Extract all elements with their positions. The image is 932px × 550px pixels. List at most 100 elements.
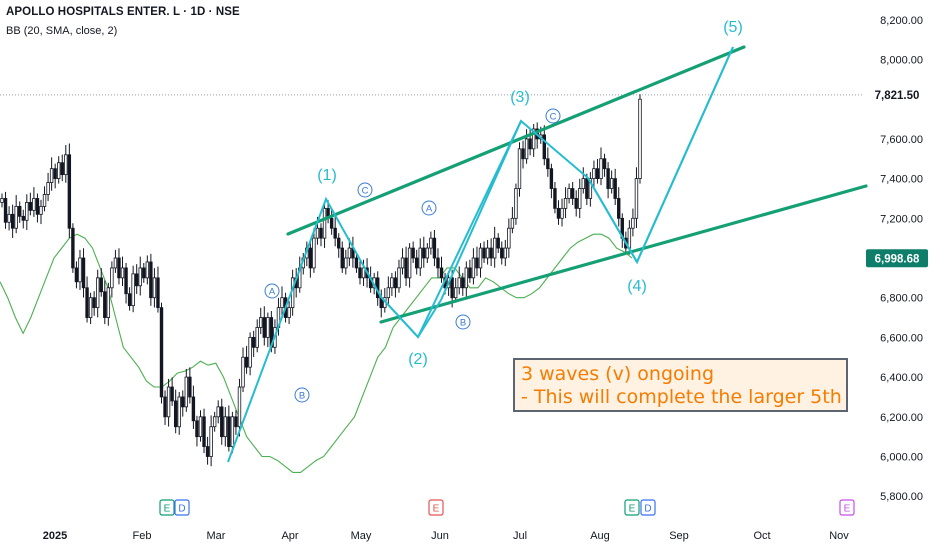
candle-body (205, 446, 210, 457)
candle-body (212, 416, 217, 428)
candle-body (478, 247, 483, 269)
candle-body (46, 182, 50, 195)
candle-body (528, 138, 532, 150)
candle-body (322, 207, 327, 239)
candle-body (152, 277, 157, 299)
event-marker-box (640, 499, 656, 516)
y-tick-label: 6,800.00 (880, 293, 923, 305)
annotation-line-1: 3 waves (v) ongoing (521, 363, 715, 385)
wave-label-major: (1) (317, 167, 337, 184)
candle-body (159, 307, 164, 398)
event-marker-box (428, 499, 444, 516)
candle-body (92, 297, 96, 309)
wave-label-minor-text: A (269, 287, 276, 298)
candle-body (96, 277, 100, 309)
candle-body (471, 257, 476, 279)
event-marker-text: E (844, 504, 851, 515)
y-tick-label: 6,400.00 (880, 372, 923, 384)
candle-body (7, 213, 11, 223)
chart-title: APOLLO HOSPITALS ENTER. L · 1D · NSE (6, 6, 240, 18)
y-tick-label: 7,400.00 (880, 174, 923, 186)
price-axis-label-text: 7,821.50 (875, 90, 920, 102)
price-axis-label-bg (866, 249, 928, 268)
y-tick-label: 7,200.00 (880, 213, 923, 225)
event-marker: E (159, 499, 175, 516)
candle-body (414, 257, 419, 269)
candle-body (251, 336, 256, 348)
candle-body (492, 237, 497, 259)
candle-body (510, 217, 515, 229)
candle-body (340, 247, 344, 269)
event-marker-text: D (644, 504, 651, 515)
candle-body (103, 291, 107, 318)
y-tick-label: 6,000.00 (880, 452, 923, 464)
candle-body (578, 188, 582, 209)
candle-body (60, 162, 64, 176)
event-marker: E (624, 499, 640, 516)
candle-body (113, 257, 118, 269)
candle-body (358, 267, 362, 279)
x-tick-label: Mar (207, 530, 226, 542)
candle-body (361, 267, 366, 279)
candle-body (35, 198, 40, 215)
candle-body (386, 287, 391, 299)
event-marker: D (174, 499, 190, 516)
x-tick-label: Aug (590, 530, 610, 542)
wave-label-major: (3) (510, 89, 530, 106)
candle-body (18, 205, 22, 217)
candle-body (25, 202, 29, 221)
price-axis-label-bg (866, 85, 928, 104)
x-tick-label: May (351, 530, 372, 542)
candle-body (390, 277, 394, 289)
candle-body (606, 168, 610, 189)
wave-label-major: (5) (723, 19, 743, 36)
candle-body (71, 227, 75, 269)
candle-body (280, 297, 284, 309)
candle-body (461, 277, 465, 289)
candle-body (244, 356, 249, 368)
x-tick-label: Jun (431, 530, 449, 542)
candle-body (581, 178, 585, 189)
candle-body (609, 178, 614, 189)
event-marker-text: E (433, 504, 440, 515)
candle-body (560, 207, 564, 219)
candle-body (563, 198, 568, 209)
candle-body (110, 267, 114, 289)
candle-body (503, 247, 508, 259)
candle-body (14, 205, 18, 229)
candle-body (234, 416, 238, 428)
candle-body (453, 287, 458, 299)
candle-body (117, 257, 121, 279)
candle-body (485, 247, 490, 259)
candle-body (585, 178, 589, 199)
y-tick-label: 5,800.00 (880, 491, 923, 503)
y-tick-label: 6,600.00 (880, 332, 923, 344)
wave-label-minor: B (455, 314, 471, 330)
annotation-box[interactable]: 3 waves (v) ongoing - This will complete… (513, 358, 848, 412)
wave-label-minor-circle (264, 283, 280, 299)
candle-body (457, 277, 461, 289)
wave-label-minor: A (421, 200, 437, 216)
candle-body (248, 336, 252, 368)
wave-label-minor-circle (294, 387, 310, 403)
candle-body (524, 138, 529, 160)
candle-body (344, 257, 348, 269)
y-tick-label: 8,200.00 (880, 15, 923, 27)
candle-body (482, 247, 486, 259)
candle-body (422, 247, 426, 259)
event-marker-text: E (164, 504, 171, 515)
annotation-line-2: - This will complete the larger 5th (521, 386, 842, 408)
candle-body (195, 420, 199, 438)
candle-body (10, 213, 15, 229)
candle-body (255, 327, 259, 348)
candle-body (450, 277, 454, 299)
candle-body (464, 267, 469, 289)
candle-body (173, 400, 178, 428)
candle-body (81, 257, 86, 289)
candle-body (319, 227, 323, 239)
candle-body (57, 162, 61, 180)
candle-body (638, 98, 642, 179)
candle-body (191, 396, 196, 422)
y-tick-label: 8,000.00 (880, 55, 923, 67)
